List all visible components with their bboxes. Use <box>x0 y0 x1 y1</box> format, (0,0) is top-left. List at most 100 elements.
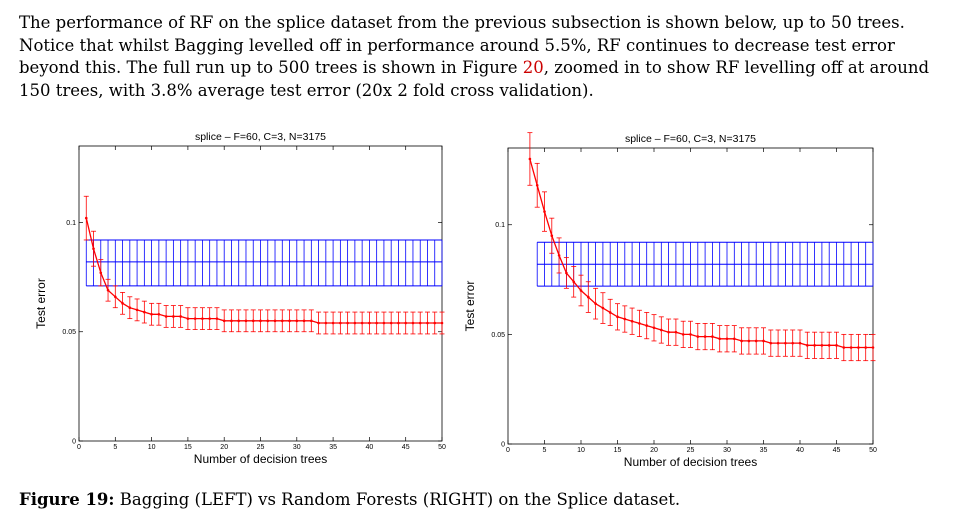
data-point <box>769 341 773 345</box>
data-point <box>273 319 277 323</box>
data-point <box>871 346 875 349</box>
data-point <box>382 321 386 325</box>
data-point <box>645 324 648 327</box>
data-point <box>587 295 590 299</box>
x-tick-label: 25 <box>257 444 265 451</box>
chart-title: splice – F=60, C=3, N=3175 <box>625 133 756 145</box>
data-point <box>798 341 802 345</box>
figure-20-link[interactable]: 20 <box>522 58 544 78</box>
data-point <box>186 317 190 320</box>
x-tick-label: 15 <box>614 447 622 454</box>
data-point <box>813 344 816 347</box>
x-tick-label: 5 <box>543 447 547 454</box>
data-point <box>418 321 422 325</box>
caption-label: Figure 19: <box>19 490 115 509</box>
chart-left-bagging: splice – F=60, C=3, N=3175 0 5 10 15 20 25 30 35… <box>34 131 446 466</box>
data-point <box>440 321 444 325</box>
data-point <box>835 344 838 347</box>
x-tick-label: 40 <box>366 444 374 451</box>
x-tick-label: 20 <box>220 444 228 451</box>
data-point <box>128 306 132 310</box>
data-point <box>84 216 88 220</box>
y-tick-label: 0.1 <box>495 222 505 229</box>
data-point <box>397 321 400 325</box>
plot-frame <box>78 145 443 442</box>
data-point <box>244 319 248 323</box>
data-point <box>106 288 110 292</box>
data-point <box>179 315 182 318</box>
data-point <box>150 312 153 316</box>
chart-title: splice – F=60, C=3, N=3175 <box>195 131 326 143</box>
data-point <box>222 319 226 323</box>
y-tick-label: 0 <box>72 439 76 446</box>
x-tick-label: 45 <box>402 444 410 451</box>
data-point <box>346 321 349 325</box>
data-point <box>302 319 306 323</box>
data-point <box>251 319 255 323</box>
data-point <box>288 319 291 323</box>
data-point <box>353 321 357 325</box>
data-point <box>331 321 335 325</box>
x-tick-label: 35 <box>329 444 337 451</box>
data-point <box>426 321 429 325</box>
data-point <box>259 319 262 323</box>
data-point <box>411 321 415 325</box>
x-tick-label: 0 <box>506 447 510 454</box>
data-point <box>172 315 175 318</box>
data-point <box>230 319 233 323</box>
x-axis-label: Number of decision trees <box>624 455 757 469</box>
data-point <box>660 328 663 332</box>
paragraph-line-3-end: , zoomed in to show RF levelling off at … <box>543 58 930 78</box>
data-point <box>849 346 853 349</box>
data-point <box>674 330 678 334</box>
x-tick-label: 20 <box>650 447 658 454</box>
y-tick-label: 0.1 <box>66 220 76 227</box>
data-point <box>324 321 328 325</box>
data-point <box>135 308 139 312</box>
data-point <box>608 311 612 314</box>
data-point <box>565 271 568 275</box>
data-point <box>652 326 656 330</box>
data-point <box>696 335 700 338</box>
x-axis-label: Number of decision trees <box>194 452 327 466</box>
data-point <box>528 157 532 161</box>
data-point <box>404 321 408 325</box>
data-point <box>92 247 95 251</box>
paragraph-line-2: Notice that whilst Bagging levelled off … <box>19 35 895 55</box>
data-point <box>762 339 765 343</box>
data-point <box>864 346 867 349</box>
data-point <box>215 317 219 320</box>
data-point <box>535 183 539 187</box>
data-point <box>857 346 860 349</box>
data-point <box>266 319 270 323</box>
data-point <box>550 234 554 238</box>
x-tick-label: 30 <box>293 444 301 451</box>
data-point <box>616 315 619 319</box>
data-point <box>543 210 546 213</box>
data-point <box>143 310 146 314</box>
data-point <box>572 280 575 284</box>
data-point <box>827 344 831 347</box>
y-tick-label: 0.05 <box>491 332 505 339</box>
x-tick-label: 10 <box>577 447 585 454</box>
data-point <box>820 344 824 347</box>
y-axis-label: Test error <box>463 281 477 332</box>
data-point <box>99 271 103 275</box>
data-point <box>776 341 780 345</box>
x-tick-label: 50 <box>869 447 877 454</box>
paragraph-line-4: 150 trees, with 3.8% average test error … <box>19 80 594 100</box>
data-point <box>433 321 437 325</box>
data-point <box>747 339 751 343</box>
x-tick-label: 40 <box>796 447 804 454</box>
data-point <box>208 317 211 320</box>
data-point <box>703 335 707 338</box>
x-tick-label: 5 <box>113 444 117 451</box>
x-tick-label: 15 <box>184 444 192 451</box>
x-tick-label: 25 <box>687 447 695 454</box>
y-axis-label: Test error <box>34 278 48 329</box>
x-tick-label: 10 <box>148 444 156 451</box>
data-point <box>784 341 787 345</box>
data-point <box>280 319 284 323</box>
data-point <box>310 319 313 323</box>
y-tick-label: 0.05 <box>62 329 76 336</box>
